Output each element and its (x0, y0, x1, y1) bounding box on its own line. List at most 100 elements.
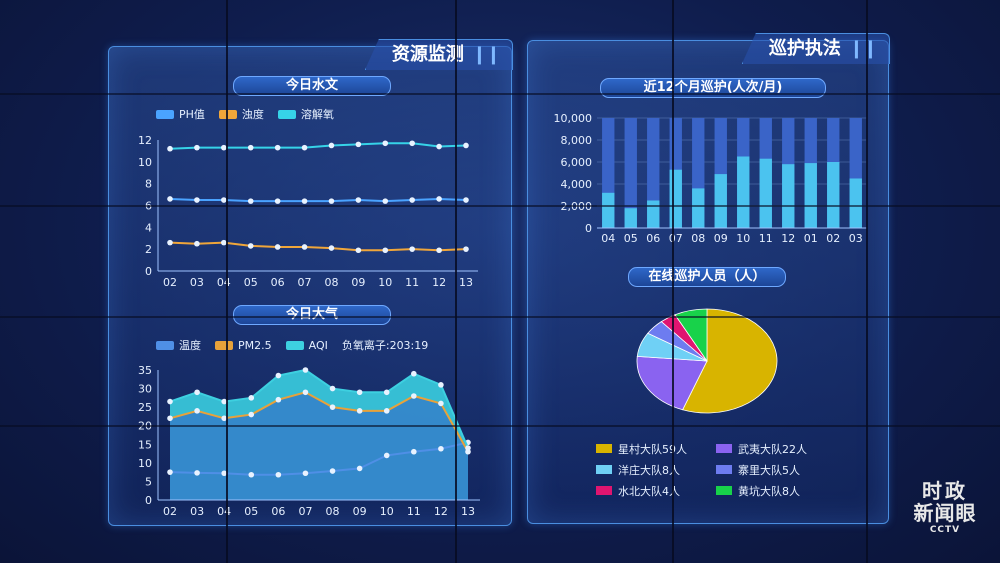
screen-seam (0, 316, 1000, 318)
data-point (463, 142, 469, 149)
bars-icon: ❙❙ (848, 38, 878, 59)
bar-value (759, 158, 772, 228)
legend-swatch (156, 340, 174, 350)
x-tick-label: 07 (298, 505, 312, 518)
x-tick-label: 02 (163, 505, 177, 518)
x-tick-label: 06 (646, 232, 660, 245)
y-tick-label: 10 (138, 457, 152, 470)
data-point (221, 197, 227, 203)
data-point (438, 445, 444, 452)
data-point (247, 198, 254, 204)
data-point (438, 382, 444, 388)
x-tick-label: 01 (804, 232, 818, 245)
data-point (409, 246, 415, 252)
legend-item-yangzhuang: 洋庄大队8人 (596, 462, 716, 478)
x-tick-label: 10 (380, 505, 394, 518)
data-point (248, 411, 255, 418)
x-tick-label: 09 (353, 505, 367, 518)
air-legend: 温度 PM2.5 AQI 负氧离子:203:19 (156, 337, 442, 353)
data-point (221, 398, 227, 405)
x-tick-label: 04 (217, 505, 231, 518)
y-tick-label: 0 (145, 494, 152, 507)
y-tick-label: 2 (145, 243, 152, 256)
x-tick-label: 09 (714, 232, 728, 245)
legend-item-xingcun: 星村大队59人 (596, 441, 716, 457)
data-point (329, 468, 336, 474)
legend-swatch (277, 109, 296, 119)
data-point (221, 144, 227, 151)
data-point (194, 408, 200, 414)
data-point (383, 452, 390, 459)
bar-value (849, 178, 862, 228)
data-point (167, 239, 173, 246)
legend-item-shuibei: 水北大队4人 (596, 483, 716, 499)
legend-swatch (596, 486, 612, 495)
data-point (356, 408, 363, 414)
x-tick-label: 03 (849, 232, 863, 245)
legend-item-temp: 温度 (156, 337, 201, 353)
data-point (194, 389, 200, 396)
panel-title-tab: 巡护执法 ❙❙ (741, 33, 890, 64)
bar-value (737, 156, 750, 228)
screen-seam (866, 0, 868, 563)
data-point (167, 145, 173, 152)
data-point (274, 244, 281, 250)
legend-label: PH值 (179, 108, 205, 121)
legend-row: 水北大队4人 黄坑大队8人 (596, 480, 856, 501)
y-tick-label: 8,000 (561, 134, 593, 147)
patrol-section-title: 近12个月巡护(人次/月) (600, 78, 826, 98)
data-point (275, 372, 282, 379)
y-tick-label: 30 (138, 383, 152, 396)
x-tick-label: 03 (190, 276, 204, 289)
data-point (301, 244, 308, 250)
x-tick-label: 04 (601, 232, 615, 245)
legend-label: 寨里大队5人 (738, 463, 800, 477)
data-point (382, 198, 389, 204)
data-point (409, 197, 415, 203)
data-point (275, 471, 282, 478)
data-point (167, 469, 173, 475)
cctv-watermark: 时政 新闻眼 CCTV (905, 480, 985, 536)
legend-label: 星村大队59人 (618, 442, 687, 456)
legend-swatch (285, 340, 304, 350)
data-point (274, 198, 281, 204)
y-tick-label: 4 (145, 221, 152, 234)
pie-slice (674, 308, 708, 363)
bar-value (624, 208, 637, 228)
y-tick-label: 0 (145, 265, 152, 278)
watermark-line: CCTV (929, 525, 961, 535)
patrol-chart: 02,0004,0006,0008,00010,0000405060708091… (554, 112, 867, 245)
watermark-line: 时政 (922, 479, 968, 503)
data-point (411, 370, 417, 377)
staff-section-title: 在线巡护人员（人） (628, 267, 786, 287)
data-point (275, 396, 282, 403)
data-point (329, 404, 336, 410)
legend-row: 洋庄大队8人 寨里大队5人 (596, 459, 856, 480)
y-tick-label: 10,000 (554, 112, 593, 125)
data-point (328, 142, 335, 149)
legend-label: 武夷大队22人 (738, 442, 807, 456)
data-point (465, 445, 471, 451)
data-point (356, 389, 363, 396)
y-tick-label: 35 (138, 364, 152, 377)
x-tick-label: 02 (826, 232, 840, 245)
data-point (355, 197, 362, 203)
data-point (356, 465, 363, 472)
air-chart: 05101520253035020304050607080910111213 (138, 364, 480, 518)
legend-item-huangkeng: 黄坑大队8人 (716, 483, 836, 499)
legend-label: PM2.5 (238, 338, 272, 352)
x-tick-label: 08 (324, 276, 338, 289)
y-tick-label: 8 (145, 178, 152, 191)
x-tick-label: 07 (298, 276, 312, 289)
data-point (301, 198, 308, 204)
data-point (167, 415, 173, 422)
legend-item-aqi: AQI (285, 339, 328, 352)
x-tick-label: 05 (244, 505, 258, 518)
data-point (383, 408, 390, 414)
x-tick-label: 08 (326, 505, 340, 518)
legend-label: 浊度 (241, 108, 264, 121)
data-point (248, 395, 255, 401)
bar-value (602, 192, 615, 228)
data-point (221, 239, 227, 246)
data-point (221, 415, 227, 422)
